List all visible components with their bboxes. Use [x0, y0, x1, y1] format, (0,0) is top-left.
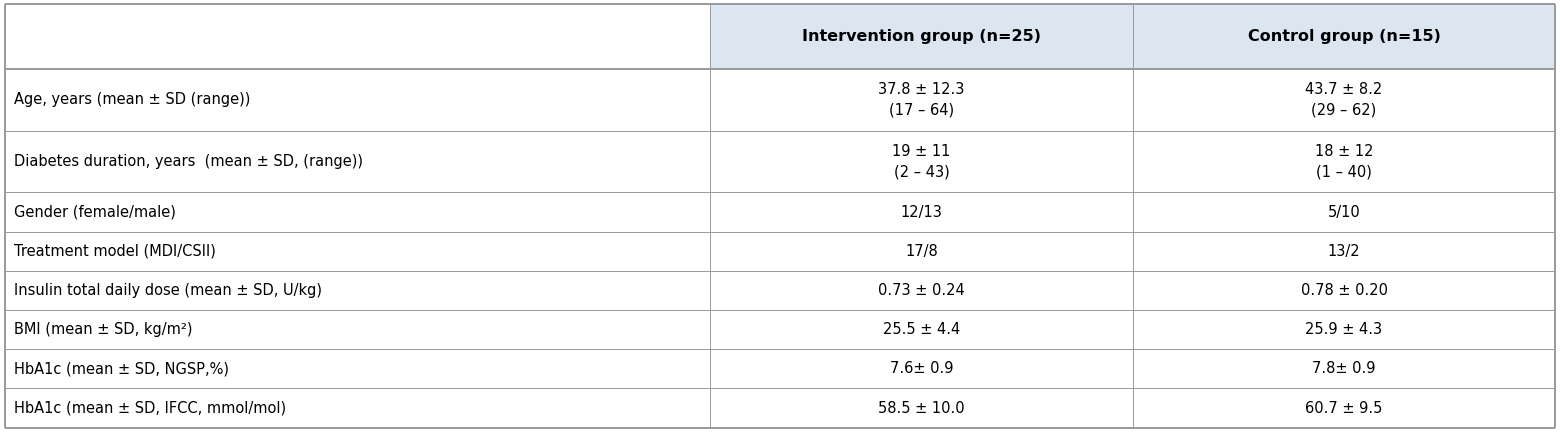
Bar	[1133, 349, 1555, 388]
Text: 25.9 ± 4.3: 25.9 ± 4.3	[1306, 322, 1382, 337]
Text: Diabetes duration, years  (mean ± SD, (range)): Diabetes duration, years (mean ± SD, (ra…	[14, 154, 363, 169]
Bar	[5, 349, 710, 388]
Bar	[1133, 271, 1555, 310]
Text: 13/2: 13/2	[1328, 244, 1360, 259]
Bar	[1133, 192, 1555, 232]
Text: 19 ± 11
(2 – 43): 19 ± 11 (2 – 43)	[892, 143, 950, 180]
Text: 7.8± 0.9: 7.8± 0.9	[1312, 362, 1376, 376]
Bar	[1133, 232, 1555, 271]
Text: BMI (mean ± SD, kg/m²): BMI (mean ± SD, kg/m²)	[14, 322, 192, 337]
Bar	[1133, 310, 1555, 349]
Bar	[710, 271, 1133, 310]
Text: 60.7 ± 9.5: 60.7 ± 9.5	[1306, 400, 1382, 416]
Bar	[5, 388, 710, 428]
Text: HbA1c (mean ± SD, IFCC, mmol/mol): HbA1c (mean ± SD, IFCC, mmol/mol)	[14, 400, 285, 416]
Text: 5/10: 5/10	[1328, 204, 1360, 219]
Text: 0.78 ± 0.20: 0.78 ± 0.20	[1301, 283, 1387, 298]
Text: Gender (female/male): Gender (female/male)	[14, 204, 176, 219]
Bar	[710, 349, 1133, 388]
Bar	[5, 310, 710, 349]
Bar	[710, 310, 1133, 349]
Text: Insulin total daily dose (mean ± SD, U/kg): Insulin total daily dose (mean ± SD, U/k…	[14, 283, 321, 298]
Text: HbA1c (mean ± SD, NGSP,%): HbA1c (mean ± SD, NGSP,%)	[14, 362, 229, 376]
Bar	[710, 232, 1133, 271]
Text: 37.8 ± 12.3
(17 – 64): 37.8 ± 12.3 (17 – 64)	[878, 82, 964, 118]
Text: 43.7 ± 8.2
(29 – 62): 43.7 ± 8.2 (29 – 62)	[1306, 82, 1382, 118]
Text: 7.6± 0.9: 7.6± 0.9	[889, 362, 953, 376]
Bar	[5, 232, 710, 271]
Bar	[5, 271, 710, 310]
Text: 0.73 ± 0.24: 0.73 ± 0.24	[878, 283, 966, 298]
Text: Control group (n=15): Control group (n=15)	[1248, 29, 1440, 44]
Bar	[5, 192, 710, 232]
Text: Treatment model (MDI/CSII): Treatment model (MDI/CSII)	[14, 244, 215, 259]
Bar	[710, 388, 1133, 428]
Bar	[710, 192, 1133, 232]
Text: 17/8: 17/8	[905, 244, 938, 259]
Text: 18 ± 12
(1 – 40): 18 ± 12 (1 – 40)	[1315, 143, 1373, 180]
Bar	[1133, 388, 1555, 428]
Text: 25.5 ± 4.4: 25.5 ± 4.4	[883, 322, 959, 337]
Text: 12/13: 12/13	[900, 204, 942, 219]
Text: Intervention group (n=25): Intervention group (n=25)	[802, 29, 1041, 44]
Text: 58.5 ± 10.0: 58.5 ± 10.0	[878, 400, 964, 416]
Text: Age, years (mean ± SD (range)): Age, years (mean ± SD (range))	[14, 92, 251, 107]
